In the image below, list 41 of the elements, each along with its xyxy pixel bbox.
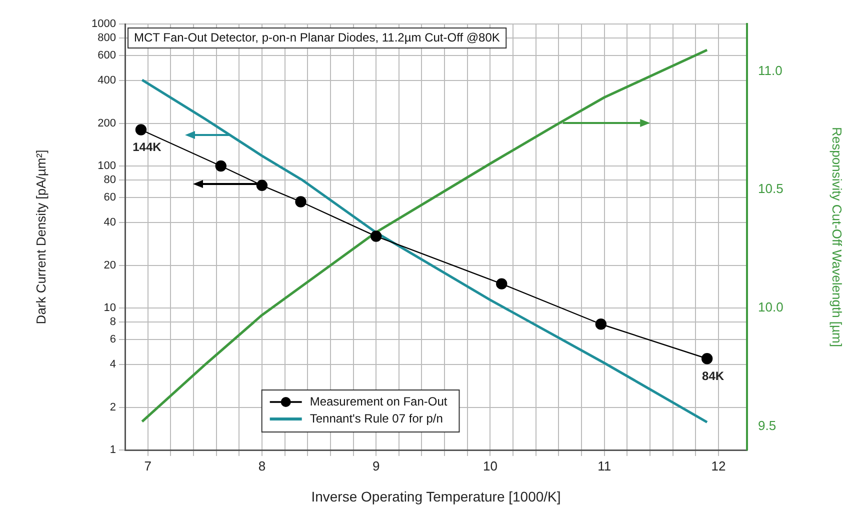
x-tick-label: 8 — [258, 458, 266, 474]
y-tick-label: 2 — [110, 401, 116, 414]
x-tick-label: 10 — [482, 458, 498, 474]
text: MCT Fan-Out Detector, p-on-n Planar Diodes, 11.2µm Cut-Off @80K — [134, 30, 500, 44]
y-tick-label: 40 — [104, 216, 116, 229]
point — [496, 278, 508, 290]
y-tick-label: 800 — [98, 32, 116, 44]
y-tick-label: 100 — [98, 160, 116, 172]
y-tick-label: 10 — [104, 302, 116, 314]
annotation: 144K — [132, 140, 162, 154]
point — [370, 230, 382, 242]
x-tick-label: 9 — [372, 458, 380, 474]
y-tick-label: 600 — [98, 50, 116, 62]
y-tick-label: 1 — [110, 444, 116, 456]
point — [215, 160, 226, 172]
point — [135, 124, 147, 136]
y-tick-label: 200 — [98, 117, 116, 130]
x-tick-label: 11 — [598, 458, 612, 474]
y-tick-label: 8 — [110, 316, 116, 328]
y2-tick-label: 9.5 — [758, 418, 776, 433]
legend-label: Tennant's Rule 07 for p/n — [310, 411, 443, 426]
y2-tick-label: 11.0 — [758, 62, 782, 78]
y-axis-title: Dark Current Density [pA/µm²] — [33, 150, 48, 324]
y2-tick-label: 10.0 — [758, 300, 784, 315]
y-tick-label: 4 — [110, 358, 116, 371]
point — [295, 196, 306, 208]
x-tick-label: 7 — [144, 458, 152, 474]
y-tick-label: 80 — [104, 174, 116, 186]
y-tick-label: 20 — [104, 259, 116, 272]
y2-axis-title: Responsivity Cut-Off Wavelength [µm] — [830, 127, 845, 347]
y2-tick-label: 10.5 — [758, 181, 784, 196]
y-tick-label: 400 — [98, 74, 116, 87]
x-tick-label: 12 — [711, 458, 726, 474]
y-tick-label: 6 — [110, 334, 116, 346]
legend-label: Measurement on Fan-Out — [310, 394, 448, 408]
point — [595, 318, 607, 330]
annotation: 84K — [702, 368, 724, 383]
x-axis-title: Inverse Operating Temperature [1000/K] — [311, 488, 561, 504]
y-tick-label: 1000 — [92, 18, 116, 30]
y-tick-label: 60 — [104, 192, 116, 204]
point — [701, 353, 713, 364]
